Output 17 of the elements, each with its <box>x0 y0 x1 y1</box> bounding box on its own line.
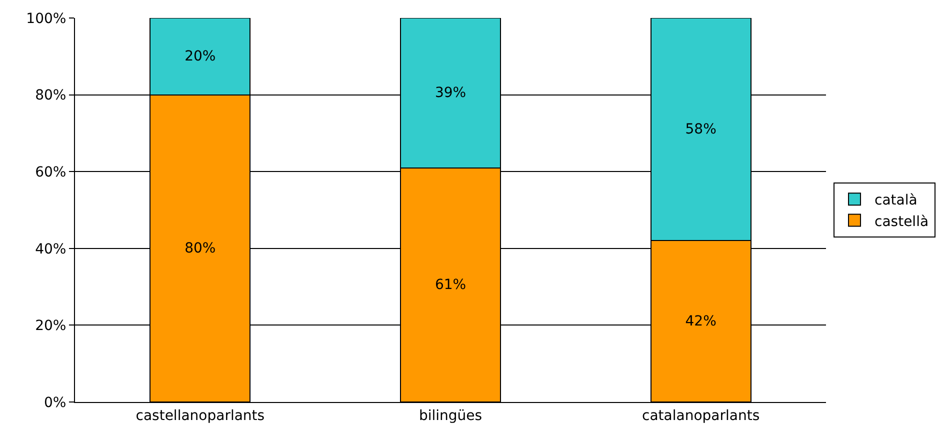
data-label: 20% <box>184 48 216 64</box>
y-tick-label: 100% <box>26 10 66 27</box>
legend-label: castellà <box>874 214 929 230</box>
y-tick-label: 60% <box>35 164 66 180</box>
data-label: 61% <box>434 276 466 293</box>
x-tick-label: castellanoparlants <box>136 408 265 424</box>
x-tick-label: bilingües <box>418 408 482 424</box>
y-tick-label: 40% <box>35 241 66 258</box>
data-label: 39% <box>434 84 466 101</box>
data-label: 42% <box>685 313 716 330</box>
legend-label: català <box>874 192 918 209</box>
y-tick-label: 80% <box>35 88 66 104</box>
data-label: 80% <box>184 240 216 256</box>
data-label: 58% <box>685 121 716 138</box>
x-tick-label: catalanoparlants <box>642 408 760 424</box>
y-tick-label: 20% <box>35 318 66 334</box>
y-tick-label: 0% <box>44 394 66 411</box>
